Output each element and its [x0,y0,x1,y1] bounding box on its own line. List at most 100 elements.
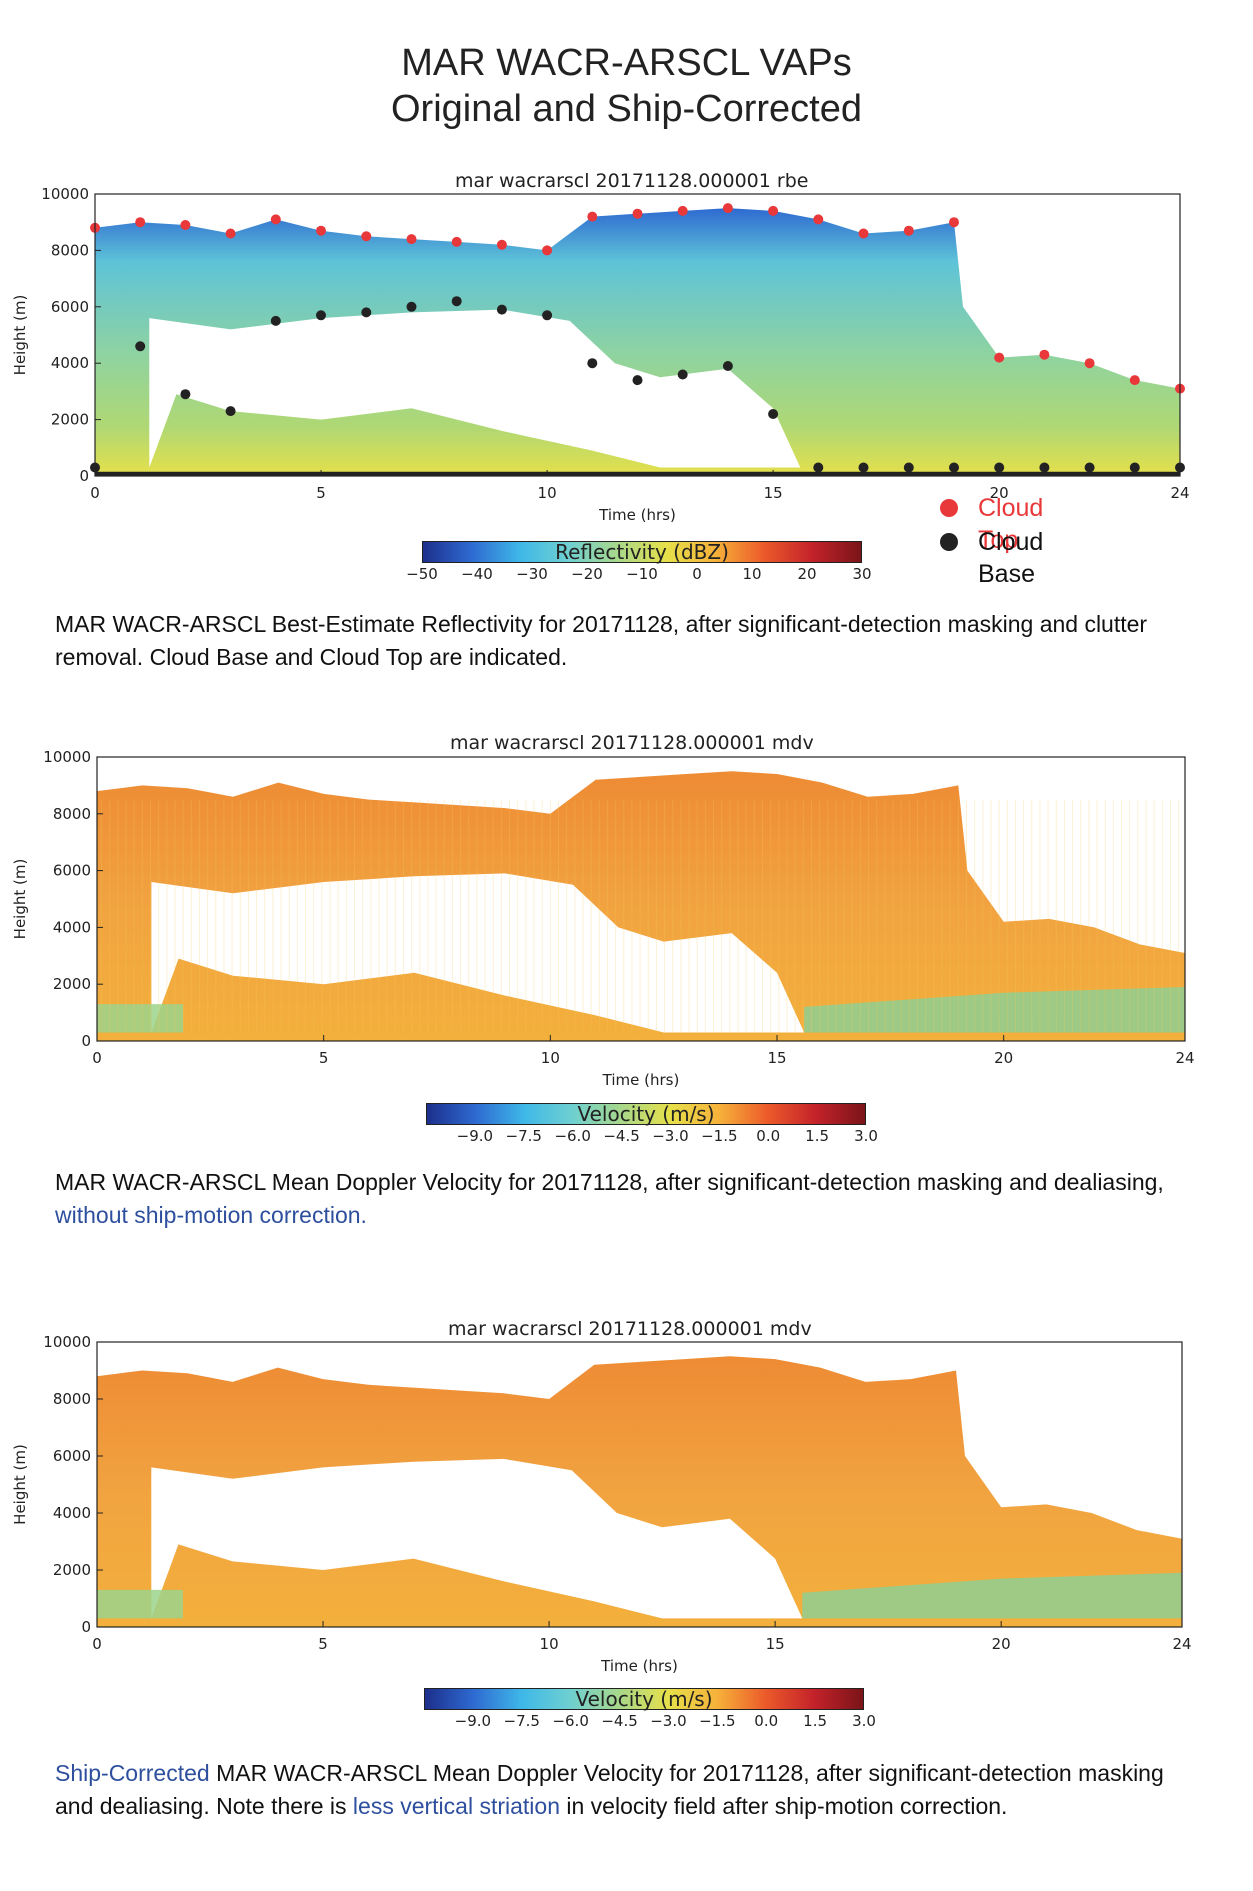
cloud-base-point [270,315,281,326]
x-tick-label: 15 [764,484,783,502]
cloud-top-point [1084,358,1095,369]
cloud-top-point [180,220,191,230]
colorbar-tick-label: 0 [692,565,702,583]
x-tick-label: 24 [1172,1635,1191,1653]
cloud-base-point [858,462,869,473]
colorbar-label: Velocity (m/s) [577,1102,715,1126]
caption-velocity: MAR WACR-ARSCL Mean Doppler Velocity for… [55,1166,1205,1232]
colorbar-tick-label: −3.0 [652,1127,689,1145]
colorbar-tick-label: −9.0 [454,1712,492,1730]
y-tick-label: 2000 [51,411,89,429]
colorbar-label: Velocity (m/s) [575,1687,713,1711]
colorbar-tick-label: −9.0 [456,1127,494,1145]
caption-corrected-text2: in velocity field after ship-motion corr… [560,1793,1008,1819]
colorbar-tick-label: −50 [406,565,438,583]
colorbar-tick-label: −20 [571,565,603,583]
x-tick-label: 10 [538,484,557,502]
page-title-line2: Original and Ship-Corrected [390,88,862,130]
x-axis-label: Time (hrs) [598,506,676,524]
cloud-base-point [496,304,507,315]
clear-air-region [151,873,805,1033]
cloud-top-point [722,203,733,214]
cloud-top-point [135,217,146,228]
colorbar-tick-label: −30 [516,565,548,583]
cloud-top-point [632,208,643,219]
legend-label-cloud-top: Cloud Top [978,494,1044,554]
x-tick-label: 15 [767,1049,786,1067]
plot1-title: mar wacrarscl 20171128.000001 rbe [455,170,809,192]
cloud-top-point [768,205,779,216]
low-level-band [97,1004,184,1033]
cloud-base-marker-icon [940,533,958,551]
y-tick-label: 0 [81,1618,91,1636]
x-tick-label: 10 [541,1049,560,1067]
cloud-top-point [316,225,326,236]
cloud-base-point [135,341,146,352]
colorbar-tick-label: 0.0 [756,1127,781,1145]
y-tick-label: 10000 [41,185,89,203]
cloud-top-point [587,211,598,222]
x-tick-label: 24 [1175,1049,1194,1067]
cloud-base-point [677,369,688,380]
colorbar-tick-label: −7.5 [505,1127,542,1145]
plot3-title: mar wacrarscl 20171128.000001 mdv [448,1318,812,1340]
low-level-band [802,1572,1182,1619]
x-axis-label: Time (hrs) [600,1657,678,1675]
cloud-base-point [1129,462,1140,473]
cloud-base-point [451,296,462,307]
colorbar-tick-label: 30 [852,565,872,583]
colorbar-tick-label: −40 [461,565,493,583]
x-tick-label: 0 [92,1049,102,1067]
page-title-line1: MAR WACR-ARSCL VAPs [401,42,852,84]
caption-reflectivity: MAR WACR-ARSCL Best-Estimate Reflectivit… [55,611,1148,670]
x-tick-label: 20 [994,1049,1013,1067]
colorbar-tick-label: −10 [626,565,658,583]
plot1-reflectivity: 0 5 10 15 20 24 0 2000 4000 6000 8000 10000 Time (hr… [11,185,1190,524]
colorbar-tick-label: −4.5 [603,1127,640,1145]
y-axis-label: Height (m) [11,859,29,940]
y-tick-label: 4000 [53,918,91,936]
legend-label-cloud-base: Cloud Base [978,528,1044,588]
cloud-top-point [542,245,553,256]
y-tick-label: 0 [81,1032,91,1050]
x-tick-label: 5 [318,1635,328,1653]
x-tick-label: 15 [766,1635,785,1653]
clear-air-region [151,1458,803,1619]
x-tick-label: 20 [990,484,1009,502]
x-tick-label: 24 [1170,484,1189,502]
cloud-base-point [180,389,191,400]
x-axis-label: Time (hrs) [602,1071,680,1089]
colorbar-ticks: −9.0 −7.5 −6.0 −4.5 −3.0 −1.5 0.0 1.5 3.0 [424,1712,876,1732]
cloud-top-point [496,239,507,250]
cloud-base-point [316,310,326,321]
colorbar-tick-label: 3.0 [854,1127,878,1145]
cloud-base-point [903,462,914,473]
cloud-base-point [768,409,779,419]
cloud-top-point [225,228,236,239]
cloud-base-point [1084,462,1095,473]
low-level-band [804,987,1185,1033]
cloud-base-point [587,358,598,369]
caption-corrected-text1: MAR WACR-ARSCL Mean Doppler Velocity for… [55,1760,1164,1819]
cloud-top-marker-icon [940,499,958,517]
colorbar-ticks: −9.0 −7.5 −6.0 −4.5 −3.0 −1.5 0.0 1.5 3.0 [426,1127,878,1147]
cloud-top-point [903,225,914,236]
colorbar-tick-label: 0.0 [754,1712,779,1730]
x-tick-label: 5 [319,1049,329,1067]
y-tick-label: 0 [79,467,89,485]
plot-frame [96,756,1186,1042]
cloud-top-point [813,214,824,225]
colorbar-tick-label: 3.0 [852,1712,876,1730]
colorbar-ticks: −50 −40 −30 −20 −10 0 10 20 30 [406,565,871,585]
x-tick-label: 0 [90,484,100,502]
cloud-base-point [722,361,733,371]
y-tick-label: 4000 [53,1504,91,1522]
cloud-base-point [949,462,959,473]
colorbar-gradient [426,1103,866,1125]
colorbar-gradient [422,541,862,563]
cloud-top-point [361,231,372,242]
cloud-top-point [1129,375,1140,386]
colorbar-tick-label: −4.5 [601,1712,638,1730]
colorbar-gradient [424,1688,864,1710]
cloud-top-point [1039,349,1050,360]
